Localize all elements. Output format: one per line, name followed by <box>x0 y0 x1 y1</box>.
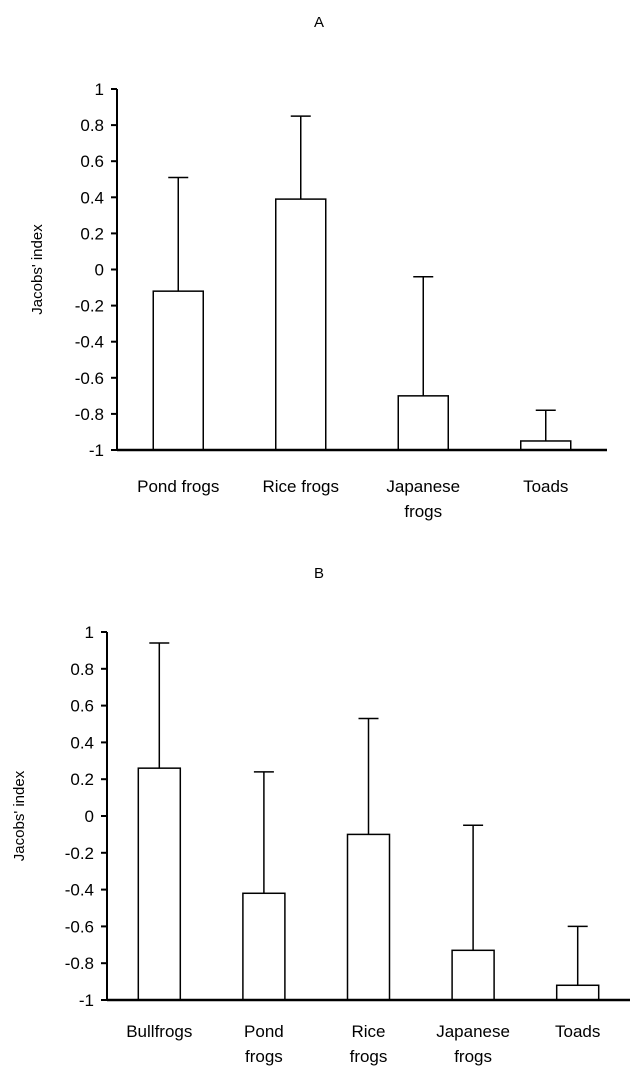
bar <box>451 949 495 1001</box>
y-tick-label: 0.6 <box>70 697 94 716</box>
y-tick-label: 0.2 <box>80 224 104 243</box>
y-tick-label: 0.2 <box>70 770 94 789</box>
x-category-label: Pond <box>244 1022 284 1041</box>
bar <box>275 198 327 451</box>
y-tick-label: -0.8 <box>65 954 94 973</box>
chart-a: A Jacobs' index 1 0.8 0.6 0.4 0.2 0 -0.2 -0.4 -0.6… <box>29 14 607 521</box>
y-tick-label: -0.8 <box>75 405 104 424</box>
x-category-label: Toads <box>555 1022 600 1041</box>
bar <box>242 892 286 1001</box>
bar <box>555 984 600 1001</box>
y-tick-label: -1 <box>89 441 104 460</box>
bar <box>137 767 182 1001</box>
y-tick-label: -0.4 <box>65 881 94 900</box>
x-category-label: Rice <box>351 1022 385 1041</box>
bar <box>397 395 449 451</box>
x-category-label: frogs <box>350 1047 388 1066</box>
y-tick-label: -0.4 <box>75 333 104 352</box>
x-category-label: Japanese <box>436 1022 510 1041</box>
y-axis-label: Jacobs' index <box>29 224 46 315</box>
bar <box>152 290 204 451</box>
y-tick-label: 0.8 <box>80 116 104 135</box>
y-axis-label: Jacobs' index <box>11 770 28 861</box>
x-category-label: Bullfrogs <box>126 1022 192 1041</box>
x-category-label: Toads <box>523 477 568 496</box>
x-category-label: frogs <box>245 1047 283 1066</box>
y-tick-label: -0.2 <box>75 297 104 316</box>
x-category-label: Japanese <box>386 477 460 496</box>
y-tick-label: 0.4 <box>80 188 104 207</box>
y-tick-label: -1 <box>79 991 94 1010</box>
y-tick-label: -0.6 <box>75 369 104 388</box>
y-tick-label: 0 <box>85 807 94 826</box>
bar <box>520 440 572 451</box>
bar <box>346 833 391 1001</box>
chart-b: B Jacobs' index 1 0.8 0.6 0.4 0.2 0 -0.2 -0.4 -0.6… <box>11 565 630 1066</box>
x-category-label: frogs <box>404 502 442 521</box>
chart-title: B <box>314 565 324 582</box>
y-tick-label: 1 <box>85 623 94 642</box>
x-category-label: frogs <box>454 1047 492 1066</box>
y-tick-label: 0 <box>95 261 104 280</box>
y-tick-label: -0.2 <box>65 844 94 863</box>
y-tick-label: 1 <box>95 80 104 99</box>
y-tick-label: 0.8 <box>70 660 94 679</box>
y-tick-label: 0.4 <box>70 733 94 752</box>
y-tick-label: 0.6 <box>80 152 104 171</box>
chart-title: A <box>314 14 324 31</box>
y-tick-label: -0.6 <box>65 917 94 936</box>
x-category-label: Rice frogs <box>262 477 339 496</box>
x-category-label: Pond frogs <box>137 477 219 496</box>
